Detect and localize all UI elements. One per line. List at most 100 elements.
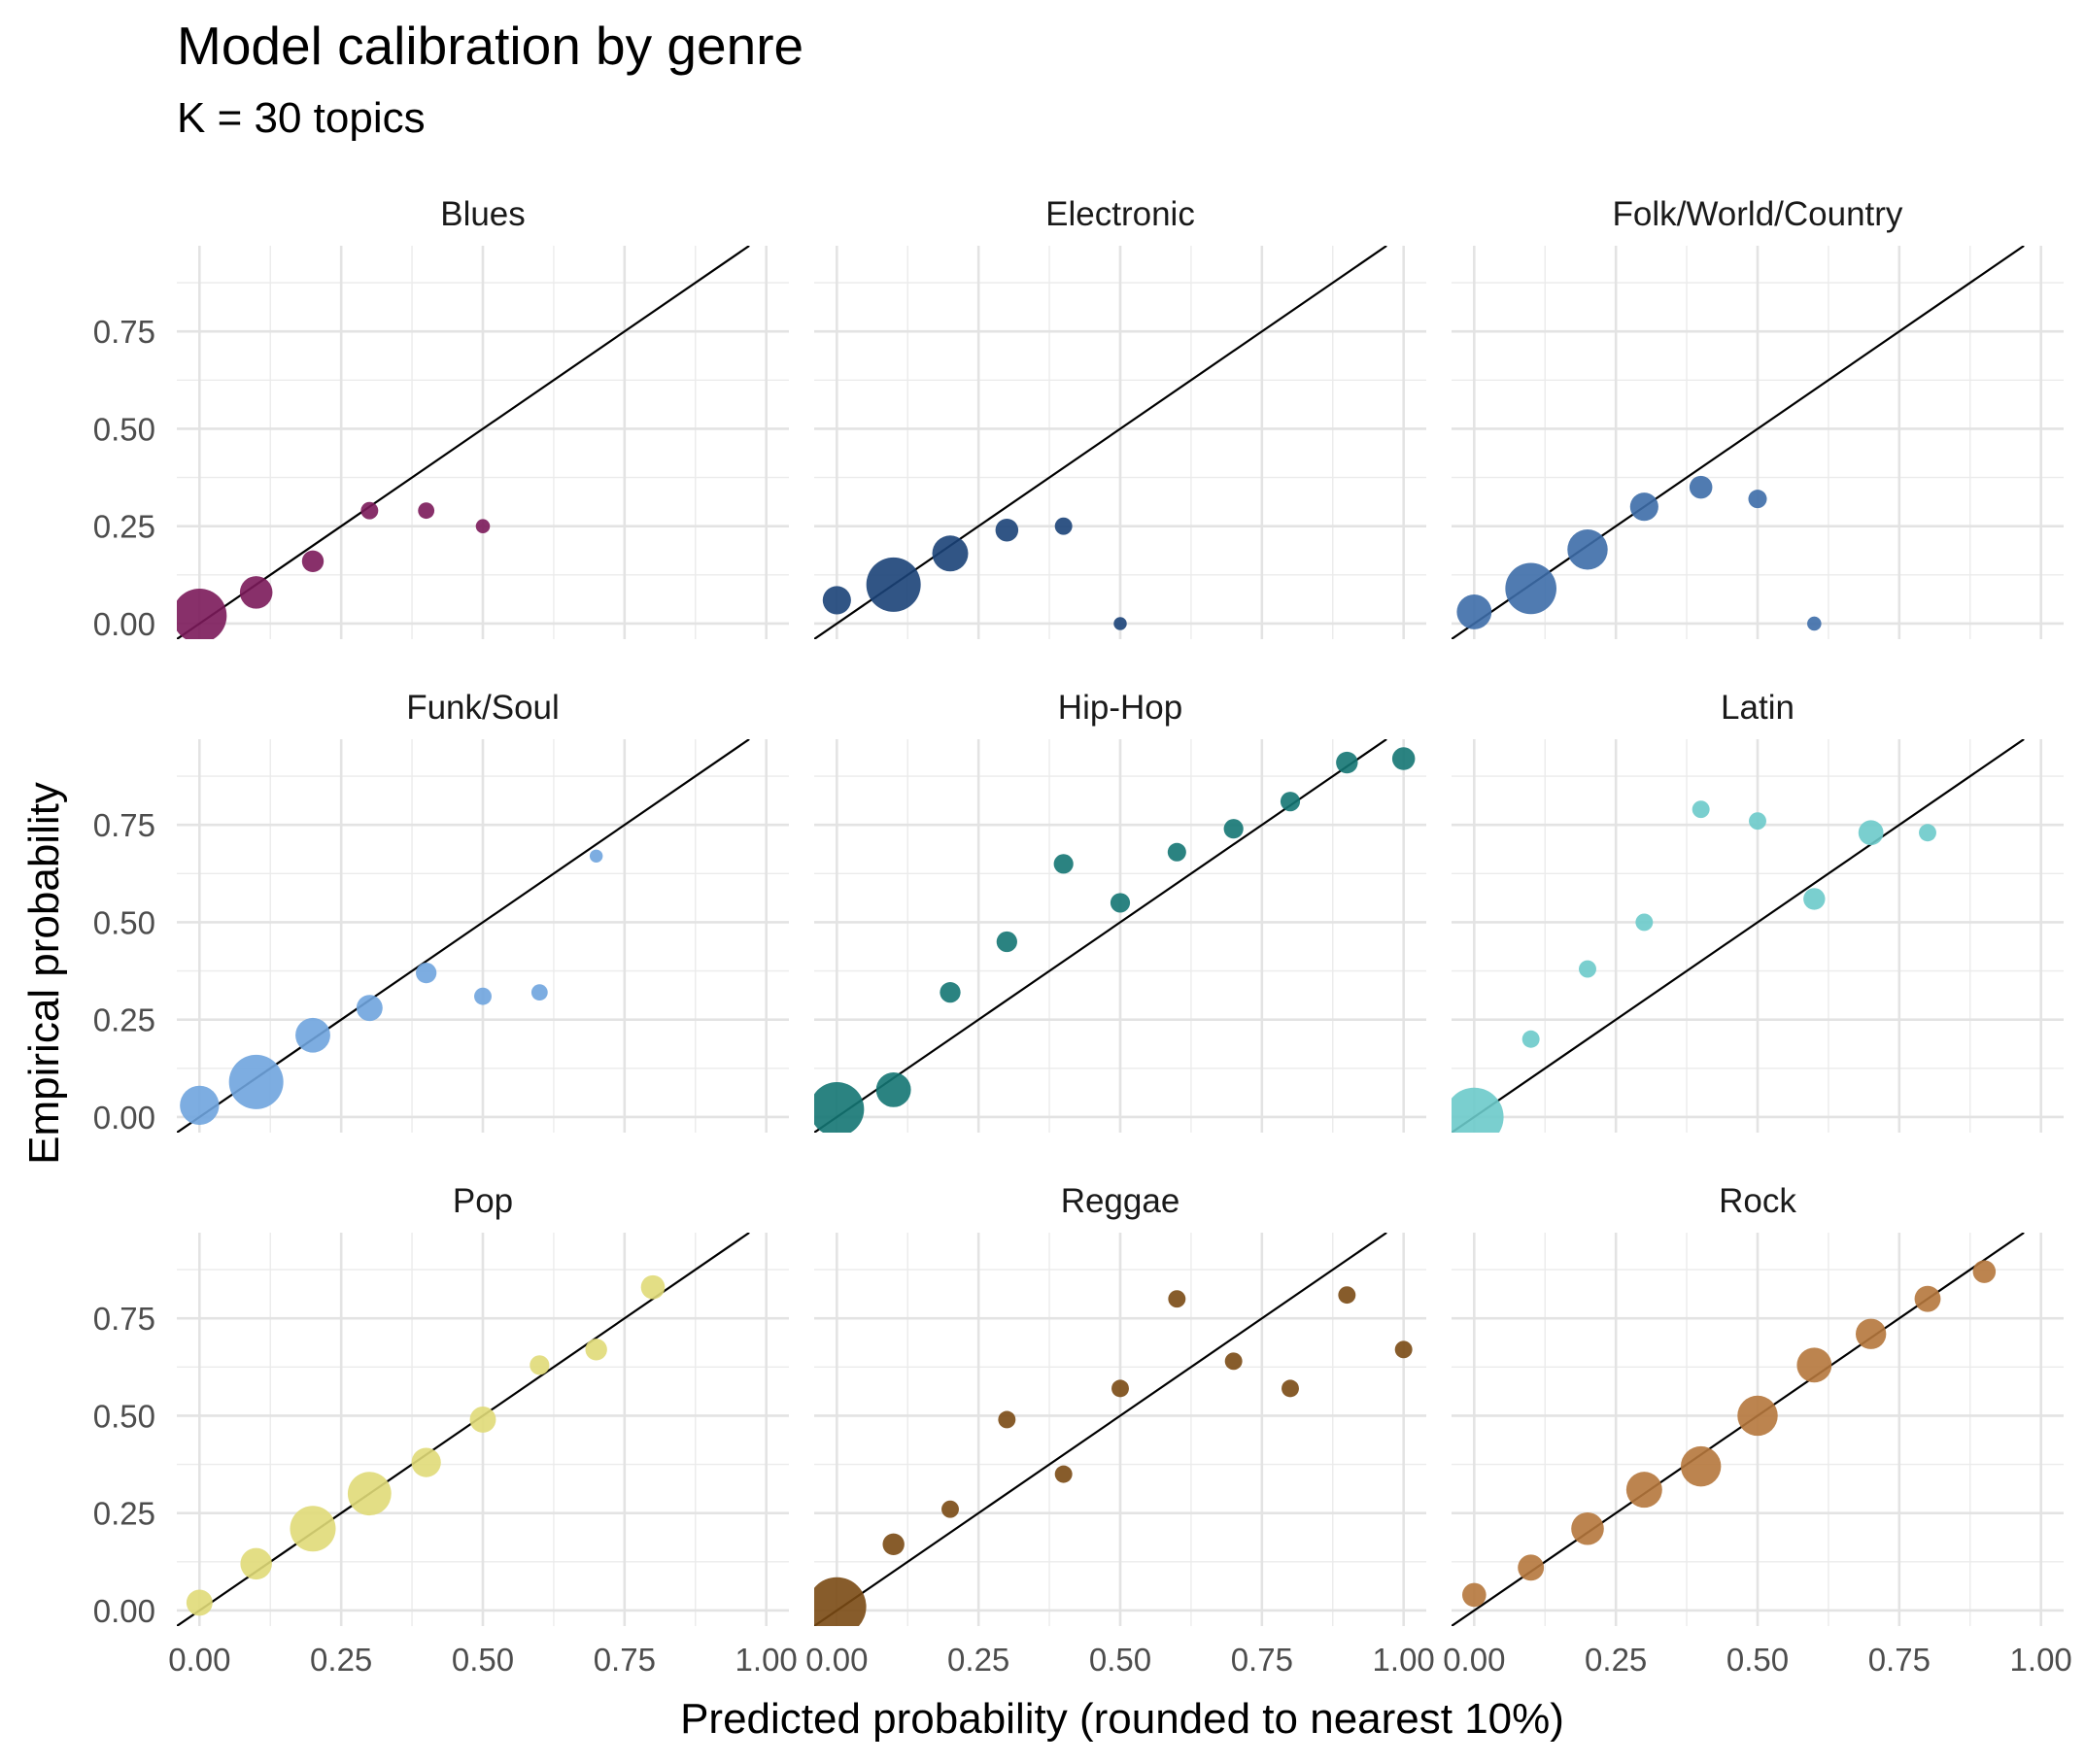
- data-point: [1737, 1395, 1778, 1437]
- facet-panels: Blues Electronic Folk/World/Country Funk/So…: [177, 195, 2064, 1626]
- panel-grid: [177, 246, 789, 639]
- points-group: [180, 849, 603, 1126]
- reference-line: [814, 1233, 1387, 1626]
- data-point: [1692, 800, 1710, 819]
- points-group: [814, 1286, 1413, 1626]
- data-point: [356, 995, 383, 1022]
- data-point: [1282, 1379, 1299, 1398]
- chart-title: Model calibration by genre: [177, 16, 803, 76]
- x-tick-label: 0.25: [1585, 1642, 1647, 1678]
- x-tick-label: 0.75: [594, 1642, 656, 1678]
- data-point: [416, 962, 437, 984]
- data-point: [1338, 1286, 1356, 1305]
- data-point: [1749, 812, 1766, 831]
- points-group: [186, 1274, 666, 1616]
- data-point: [1224, 1352, 1243, 1371]
- data-point: [1518, 1554, 1545, 1581]
- data-point: [360, 501, 379, 520]
- panel-grid: [177, 739, 789, 1133]
- data-point: [1054, 1465, 1073, 1483]
- x-tick-label: 0.00: [1443, 1642, 1505, 1678]
- facet-label: Electronic: [1045, 195, 1195, 233]
- data-point: [228, 1054, 284, 1109]
- data-point: [1807, 616, 1822, 631]
- x-tick-label: 0.25: [947, 1642, 1009, 1678]
- facet-label: Latin: [1721, 689, 1794, 727]
- data-point: [1113, 617, 1127, 630]
- data-point: [1914, 1285, 1941, 1312]
- data-point: [290, 1506, 336, 1552]
- data-point: [941, 1500, 959, 1518]
- facet-panel: Pop: [177, 1182, 789, 1626]
- facet-label: Rock: [1719, 1182, 1796, 1220]
- y-tick-label: 0.00: [93, 1593, 155, 1629]
- data-point: [822, 586, 851, 615]
- facet-label: Funk/Soul: [406, 689, 560, 727]
- data-point: [1625, 1472, 1662, 1509]
- data-point: [1053, 854, 1074, 874]
- data-point: [301, 550, 325, 573]
- data-point: [1635, 913, 1654, 932]
- data-point: [530, 1355, 550, 1375]
- data-point: [1972, 1260, 1997, 1283]
- facet-label: Pop: [453, 1182, 513, 1220]
- panel-grid: [814, 739, 1426, 1133]
- points-group: [814, 747, 1416, 1133]
- chart-subtitle: K = 30 topics: [177, 94, 426, 142]
- data-point: [1168, 1290, 1186, 1308]
- x-tick-label: 0.50: [1726, 1642, 1789, 1678]
- data-point: [1110, 893, 1131, 913]
- panel-grid: [1452, 246, 2064, 639]
- y-tick-label: 0.75: [93, 807, 155, 843]
- data-point: [240, 1547, 272, 1580]
- data-point: [585, 1339, 607, 1361]
- data-point: [1054, 517, 1073, 535]
- facet-panel: Funk/Soul: [177, 689, 789, 1133]
- facet-label: Reggae: [1061, 1182, 1180, 1220]
- data-point: [469, 1407, 496, 1433]
- data-point: [1452, 1087, 1504, 1133]
- data-point: [1521, 1030, 1540, 1048]
- data-point: [589, 849, 603, 864]
- data-point: [814, 1081, 865, 1133]
- x-tick-label: 1.00: [2010, 1642, 2072, 1678]
- data-point: [875, 1071, 911, 1107]
- y-tick-label: 0.25: [93, 1002, 155, 1038]
- x-tick-label: 0.75: [1231, 1642, 1293, 1678]
- data-point: [411, 1447, 441, 1477]
- y-tick-label: 0.00: [93, 606, 155, 642]
- y-tick-label: 0.25: [93, 509, 155, 545]
- facet-panel: Hip-Hop: [814, 689, 1426, 1133]
- data-point: [1462, 1582, 1487, 1608]
- data-point: [814, 1577, 867, 1626]
- data-point: [530, 984, 548, 1001]
- x-tick-label: 1.00: [1373, 1642, 1435, 1678]
- data-point: [474, 987, 492, 1005]
- data-point: [475, 519, 491, 533]
- data-point: [239, 576, 273, 609]
- data-point: [995, 518, 1019, 542]
- data-point: [1689, 475, 1713, 499]
- points-group: [1456, 475, 1822, 631]
- facet-panel: Latin: [1452, 689, 2064, 1133]
- data-point: [1111, 1379, 1129, 1398]
- data-point: [1919, 824, 1936, 842]
- panel-grid: [1452, 1233, 2064, 1626]
- reference-line: [814, 739, 1387, 1133]
- data-point: [180, 1085, 220, 1126]
- data-point: [1394, 1340, 1413, 1359]
- data-point: [1571, 1511, 1604, 1545]
- data-point: [295, 1017, 330, 1053]
- y-tick-label: 0.25: [93, 1496, 155, 1532]
- data-point: [1858, 820, 1884, 846]
- facet-label: Folk/World/Country: [1613, 195, 1903, 233]
- facet-panel: Rock: [1452, 1182, 2064, 1626]
- data-point: [1855, 1318, 1887, 1349]
- facet-panel: Blues: [177, 195, 789, 639]
- data-point: [177, 588, 227, 639]
- x-tick-label: 1.00: [735, 1642, 798, 1678]
- points-group: [822, 517, 1127, 630]
- x-tick-label: 0.00: [168, 1642, 230, 1678]
- data-point: [1167, 842, 1186, 862]
- data-point: [1803, 888, 1826, 910]
